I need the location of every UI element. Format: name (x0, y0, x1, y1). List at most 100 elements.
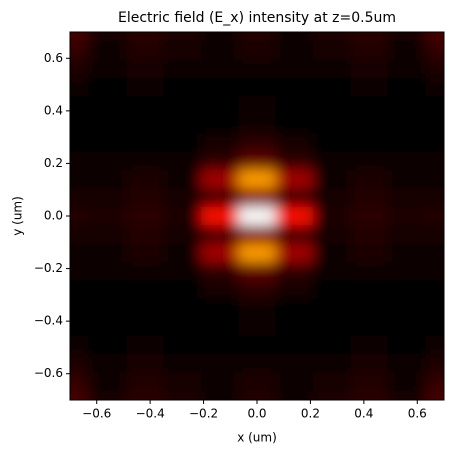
heatmap-clip (70, 32, 444, 400)
heatmap-cell (126, 317, 164, 337)
heatmap-cell (238, 32, 277, 42)
heatmap-cell (350, 170, 389, 189)
heatmap-cell (88, 114, 127, 134)
heatmap-cell (275, 170, 314, 189)
heatmap-cell (275, 151, 314, 171)
heatmap-cell (200, 151, 239, 171)
heatmap-cell (200, 170, 239, 189)
heatmap-cell (163, 96, 202, 116)
heatmap-cell (238, 114, 277, 134)
heatmap-cell (275, 335, 314, 355)
chart-title: Electric field (E_x) intensity at z=0.5u… (118, 10, 396, 26)
heatmap-cell (313, 372, 351, 392)
heatmap-cell (70, 372, 90, 392)
heatmap-cell (88, 78, 127, 97)
heatmap-cell (238, 280, 277, 300)
heatmap-cell (313, 317, 351, 337)
heatmap-cell (350, 206, 389, 226)
heatmap-cell (88, 206, 127, 226)
heatmap-cell (275, 372, 314, 392)
heatmap (70, 32, 444, 400)
heatmap-cell (425, 78, 444, 97)
heatmap-cell (425, 133, 444, 153)
heatmap-cell (387, 114, 426, 134)
heatmap-cell (200, 225, 239, 245)
heatmap-cell (425, 96, 444, 116)
y-axis-label: y (um) (11, 196, 25, 236)
heatmap-cell (126, 243, 164, 263)
heatmap-cell (238, 96, 277, 116)
heatmap-cell (425, 390, 444, 400)
heatmap-cell (200, 96, 239, 116)
heatmap-cell (313, 78, 351, 97)
heatmap-cell (387, 206, 426, 226)
heatmap-cell (350, 317, 389, 337)
heatmap-cell (70, 78, 90, 97)
heatmap-cell (70, 32, 90, 42)
heatmap-cell (200, 317, 239, 337)
heatmap-cell (387, 335, 426, 355)
heatmap-cell (200, 372, 239, 392)
heatmap-cell (425, 59, 444, 79)
y-tick-label: 0.2 (44, 156, 63, 170)
heatmap-cell (163, 335, 202, 355)
heatmap-cell (88, 59, 127, 79)
heatmap-cell (163, 151, 202, 171)
heatmap-cell (350, 298, 389, 318)
heatmap-cell (387, 170, 426, 189)
heatmap-cell (425, 170, 444, 189)
heatmap-cell (238, 170, 277, 189)
heatmap-cell (425, 243, 444, 263)
heatmap-cell (70, 335, 90, 355)
heatmap-cell (313, 170, 351, 189)
heatmap-cell (387, 298, 426, 318)
heatmap-cell (313, 188, 351, 208)
heatmap-cell (275, 78, 314, 97)
y-tick-label: 0.0 (44, 209, 63, 223)
heatmap-cell (387, 96, 426, 116)
heatmap-cell (70, 225, 90, 245)
heatmap-cell (275, 206, 314, 226)
heatmap-cell (126, 298, 164, 318)
heatmap-cell (70, 41, 90, 61)
heatmap-cell (200, 243, 239, 263)
heatmap-cell (350, 78, 389, 97)
heatmap-cell (313, 298, 351, 318)
heatmap-cell (70, 133, 90, 153)
heatmap-cell (126, 262, 164, 281)
heatmap-cell (163, 262, 202, 281)
heatmap-cell (238, 390, 277, 400)
y-tick-label: 0.6 (44, 51, 63, 65)
heatmap-cell (350, 354, 389, 373)
heatmap-cell (163, 133, 202, 153)
x-tick-label: 0.4 (354, 407, 373, 421)
heatmap-cell (200, 280, 239, 300)
heatmap-cell (163, 78, 202, 97)
heatmap-cell (238, 262, 277, 281)
heatmap-cell (238, 317, 277, 337)
heatmap-cell (425, 151, 444, 171)
heatmap-cell (313, 114, 351, 134)
heatmap-cell (126, 96, 164, 116)
heatmap-cell (275, 188, 314, 208)
heatmap-cell (350, 243, 389, 263)
heatmap-cell (200, 133, 239, 153)
heatmap-cell (238, 354, 277, 373)
heatmap-cell (350, 59, 389, 79)
heatmap-cell (88, 151, 127, 171)
heatmap-cell (425, 372, 444, 392)
heatmap-cell (126, 188, 164, 208)
heatmap-cell (126, 133, 164, 153)
y-tick-label: −0.6 (34, 366, 63, 380)
heatmap-cell (70, 354, 90, 373)
heatmap-cell (387, 133, 426, 153)
heatmap-cell (163, 243, 202, 263)
heatmap-cell (163, 372, 202, 392)
heatmap-cell (425, 262, 444, 281)
heatmap-cell (126, 390, 164, 400)
heatmap-cell (200, 41, 239, 61)
heatmap-cell (88, 96, 127, 116)
x-tick-label: 0.2 (301, 407, 320, 421)
heatmap-cell (275, 354, 314, 373)
heatmap-cell (126, 170, 164, 189)
